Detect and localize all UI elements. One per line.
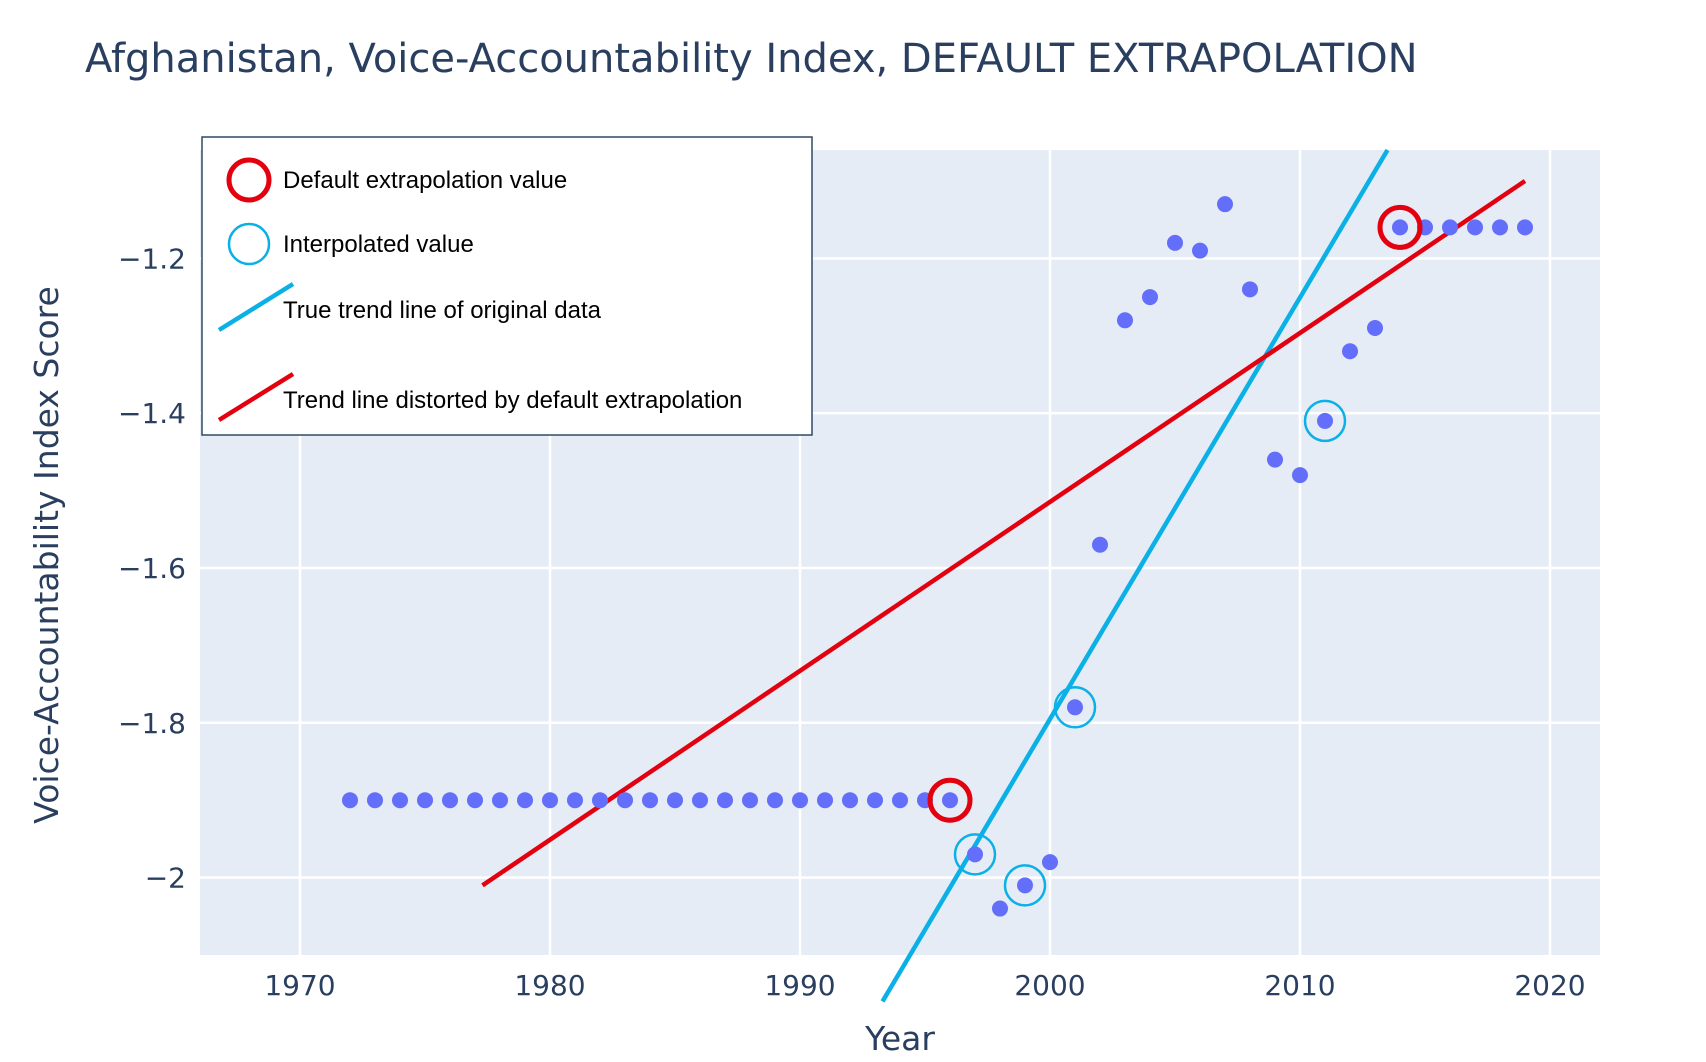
legend-symbol xyxy=(217,372,295,422)
interpolated-marker xyxy=(1053,686,1097,729)
data-point xyxy=(892,792,908,809)
data-point xyxy=(1017,877,1033,894)
data-point xyxy=(1492,219,1508,236)
data-point xyxy=(1467,219,1483,236)
data-point xyxy=(642,792,658,809)
data-point xyxy=(1142,289,1158,306)
legend-label: Trend line distorted by default extrapol… xyxy=(283,387,742,414)
data-point xyxy=(667,792,683,809)
data-point xyxy=(1342,343,1358,360)
x-tick-label: 2000 xyxy=(1014,969,1085,1002)
data-point xyxy=(692,792,708,809)
data-points xyxy=(342,196,1533,917)
legend-symbol xyxy=(226,157,272,203)
legend: Default extrapolation value Interpolated … xyxy=(201,136,813,436)
data-point xyxy=(1267,451,1283,468)
data-point xyxy=(342,792,358,809)
legend-item-true-trend: True trend line of original data xyxy=(217,282,602,332)
data-point xyxy=(1392,219,1408,236)
data-point xyxy=(1192,242,1208,259)
x-tick-label: 1970 xyxy=(264,969,335,1002)
data-point xyxy=(592,792,608,809)
data-point xyxy=(767,792,783,809)
data-point xyxy=(517,792,533,809)
y-tick-label: −1.2 xyxy=(118,242,186,275)
highlight-markers xyxy=(927,204,1423,907)
x-tick-label: 2010 xyxy=(1264,969,1335,1002)
data-point xyxy=(817,792,833,809)
data-point xyxy=(1067,699,1083,716)
data-point xyxy=(967,846,983,863)
legend-item-distorted-trend: Trend line distorted by default extrapol… xyxy=(217,372,742,422)
data-point xyxy=(1317,412,1333,429)
data-point xyxy=(1167,234,1183,251)
y-axis-title: Voice-Accountability Index Score xyxy=(27,286,66,824)
legend-symbol xyxy=(227,222,271,266)
y-tick-label: −1.8 xyxy=(118,707,186,740)
chart-title: Afghanistan, Voice-Accountability Index,… xyxy=(85,36,1418,82)
data-point xyxy=(492,792,508,809)
legend-label: Default extrapolation value xyxy=(283,167,567,194)
data-point xyxy=(1117,312,1133,329)
data-point xyxy=(867,792,883,809)
x-tick-label: 2020 xyxy=(1514,969,1585,1002)
interpolated-marker xyxy=(1003,864,1047,907)
data-point xyxy=(1242,281,1258,298)
y-tick-label: −1.4 xyxy=(118,397,186,430)
legend-item-default-extrapolation: Default extrapolation value xyxy=(226,157,567,203)
legend-box xyxy=(201,136,813,436)
data-point xyxy=(792,792,808,809)
x-tick-label: 1990 xyxy=(764,969,835,1002)
data-point xyxy=(542,792,558,809)
data-point xyxy=(467,792,483,809)
default-extrapolation-marker xyxy=(927,777,973,823)
x-axis-title: Year xyxy=(864,1019,935,1058)
data-point xyxy=(1367,320,1383,337)
data-point xyxy=(417,792,433,809)
interpolated-marker xyxy=(1303,399,1347,443)
data-point xyxy=(742,792,758,809)
legend-item-interpolated: Interpolated value xyxy=(227,222,474,266)
legend-label: Interpolated value xyxy=(283,231,474,258)
data-point xyxy=(842,792,858,809)
trend-lines xyxy=(481,148,1527,1003)
x-tick-label: 1980 xyxy=(514,969,585,1002)
tick-labels: 1970 1980 1990 2000 2010 2020 −1.2 −1.4 −1.6 −1.8… xyxy=(118,242,1586,1002)
data-point xyxy=(567,792,583,809)
data-point xyxy=(442,792,458,809)
data-point xyxy=(392,792,408,809)
y-tick-label: −2 xyxy=(145,862,186,895)
legend-label: True trend line of original data xyxy=(283,297,602,324)
default-extrapolation-marker xyxy=(1377,204,1423,250)
data-point xyxy=(1517,219,1533,236)
data-point xyxy=(1292,467,1308,484)
legend-symbol xyxy=(217,282,295,332)
true-trend-line xyxy=(880,148,1390,1003)
data-point xyxy=(1442,219,1458,236)
y-tick-label: −1.6 xyxy=(118,552,186,585)
data-point xyxy=(1092,536,1108,553)
data-point xyxy=(1042,854,1058,871)
data-point xyxy=(367,792,383,809)
data-point xyxy=(1217,196,1233,213)
interpolated-marker xyxy=(953,833,997,876)
data-point xyxy=(992,900,1008,917)
data-point xyxy=(617,792,633,809)
distorted-trend-line xyxy=(481,179,1527,888)
data-point xyxy=(717,792,733,809)
data-point xyxy=(942,792,958,809)
